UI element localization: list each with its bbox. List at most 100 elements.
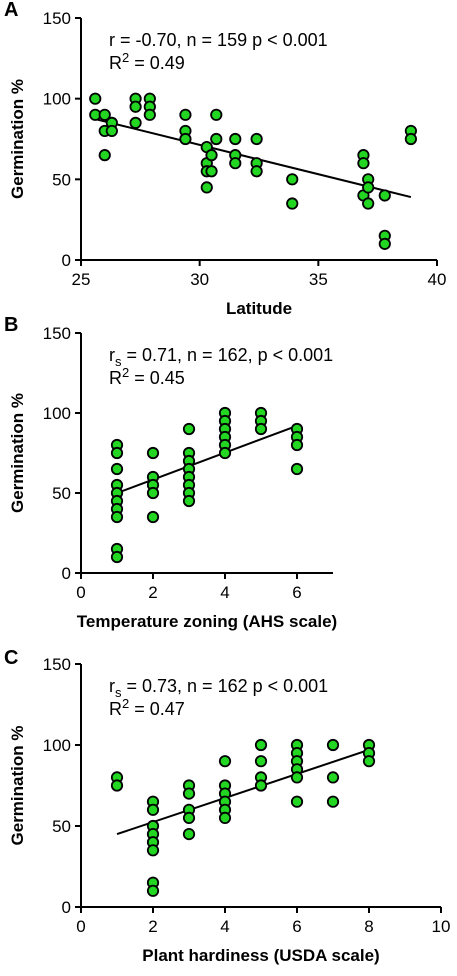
x-tick-label: 0 — [76, 583, 85, 602]
data-point — [326, 771, 340, 784]
panel-c: C 0 50 100 150 0 2 4 6 8 10 Plant hardiness (USDA s… — [4, 647, 450, 965]
x-tick-label: 2 — [148, 583, 157, 602]
data-point — [146, 884, 160, 897]
r-squared-annotation: R2 = 0.45 — [109, 365, 185, 388]
data-point — [146, 510, 160, 524]
data-point — [146, 844, 160, 857]
data-point — [326, 795, 340, 808]
x-tick-label: 10 — [432, 917, 451, 936]
y-tick-label: 150 — [43, 9, 71, 28]
stats-text: = 0.71, n = 162, p < 0.001 — [122, 345, 334, 365]
data-point — [286, 173, 299, 186]
data-point — [179, 108, 192, 121]
data-point — [286, 197, 299, 210]
stats-r-subscript: s — [115, 354, 122, 369]
data-point — [179, 132, 192, 146]
data-point — [110, 510, 124, 524]
data-point — [182, 787, 196, 800]
r-squared-value: = 0.45 — [129, 368, 185, 388]
x-tick-label: 4 — [220, 583, 229, 602]
x-tick-label: 8 — [364, 917, 373, 936]
data-point — [290, 462, 304, 476]
data-point — [182, 422, 196, 436]
x-tick-label: 2 — [148, 917, 157, 936]
data-point — [378, 237, 391, 250]
data-point — [182, 827, 196, 841]
data-point — [362, 197, 375, 210]
r-squared-annotation: R2 = 0.47 — [109, 696, 185, 719]
r-squared-superscript: 2 — [122, 365, 129, 380]
y-tick-label: 50 — [52, 484, 71, 503]
data-point — [110, 550, 124, 564]
data-point — [182, 811, 196, 825]
panel-b: B 0 50 100 150 0 2 4 6 Temperature zoning (AHS sc… — [4, 314, 337, 631]
y-tick-label: 100 — [43, 404, 71, 423]
data-point — [378, 189, 391, 202]
data-point — [146, 486, 160, 500]
y-tick-label: 150 — [43, 655, 71, 674]
y-tick-label: 0 — [62, 898, 71, 917]
data-point — [98, 149, 111, 162]
data-point — [105, 124, 118, 138]
data-point — [326, 738, 340, 752]
data-point — [254, 422, 268, 436]
data-point — [129, 116, 142, 129]
x-tick-label: 6 — [292, 583, 301, 602]
stats-text: = 0.73, n = 162 p < 0.001 — [122, 676, 329, 696]
data-point — [146, 803, 160, 816]
x-tick-label: 25 — [72, 270, 91, 289]
data-point — [143, 108, 156, 121]
data-point — [362, 181, 375, 194]
stats-r-symbol: r — [109, 676, 115, 696]
panel-label: C — [4, 647, 18, 669]
data-point — [218, 755, 232, 768]
x-tick-label: 35 — [309, 270, 328, 289]
data-point — [254, 755, 268, 768]
data-point — [210, 108, 223, 121]
data-point — [254, 779, 268, 792]
r-squared-value: = 0.49 — [129, 53, 185, 73]
r-squared-symbol: R — [109, 699, 122, 719]
y-tick-label: 50 — [52, 817, 71, 836]
r-squared-value: = 0.47 — [129, 699, 185, 719]
x-tick-label: 6 — [292, 917, 301, 936]
data-point — [290, 771, 304, 784]
data-point — [218, 811, 232, 825]
x-tick-label: 4 — [220, 917, 229, 936]
x-axis-title: Latitude — [226, 299, 292, 318]
data-point — [229, 157, 242, 170]
data-point — [362, 755, 376, 768]
x-axis-title: Plant hardiness (USDA scale) — [142, 946, 379, 965]
x-tick-label: 40 — [428, 270, 447, 289]
data-point — [205, 165, 218, 178]
stats-r-symbol: r — [109, 345, 115, 365]
r-squared-symbol: R — [109, 53, 122, 73]
y-tick-label: 150 — [43, 324, 71, 343]
stats-text: r = -0.70, n = 159 p < 0.001 — [109, 30, 328, 50]
panel-a: A 0 50 100 150 25 30 35 40 Latitude Germination % r… — [4, 0, 446, 318]
data-point — [254, 738, 268, 752]
data-point — [89, 92, 102, 105]
data-point — [146, 446, 160, 460]
data-point — [250, 165, 263, 178]
data-point — [98, 108, 111, 121]
y-tick-label: 100 — [43, 736, 71, 755]
r-squared-superscript: 2 — [122, 50, 129, 65]
panel-label: A — [4, 0, 18, 21]
r-squared-symbol: R — [109, 368, 122, 388]
x-axis-title: Temperature zoning (AHS scale) — [77, 612, 337, 631]
r-squared-superscript: 2 — [122, 696, 129, 711]
stats-annotation: r = -0.70, n = 159 p < 0.001 — [109, 30, 328, 50]
data-point — [200, 181, 213, 194]
data-point — [182, 494, 196, 508]
data-point — [129, 100, 142, 113]
data-point — [357, 157, 370, 170]
y-tick-label: 100 — [43, 90, 71, 109]
data-point — [110, 779, 124, 792]
stats-r-subscript: s — [115, 685, 122, 700]
data-point — [229, 132, 242, 146]
r-squared-annotation: R2 = 0.49 — [109, 50, 185, 73]
y-tick-label: 0 — [62, 564, 71, 583]
data-point — [250, 132, 263, 146]
x-tick-label: 30 — [190, 270, 209, 289]
